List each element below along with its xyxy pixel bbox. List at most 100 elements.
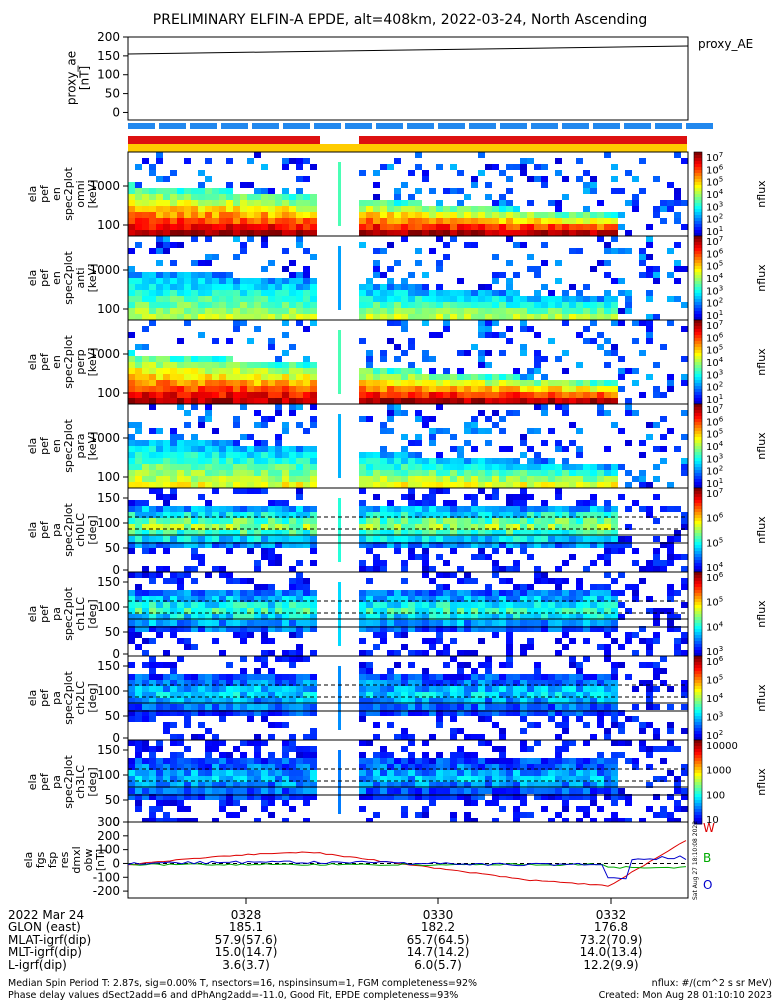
spectrogram-cell bbox=[450, 794, 457, 800]
spectrogram-cell bbox=[562, 476, 569, 482]
spectrogram-cell bbox=[422, 374, 429, 380]
spectrogram-cell bbox=[513, 602, 520, 608]
spectrogram-cell bbox=[674, 650, 681, 656]
spectrogram-cell bbox=[247, 602, 254, 608]
spectrogram-cell bbox=[303, 614, 310, 620]
proxy-ae-ylabel-1: [nT] bbox=[78, 66, 92, 90]
spectrogram-cell bbox=[499, 386, 506, 392]
spectrogram-cell bbox=[443, 512, 450, 518]
spectrogram-cell bbox=[422, 572, 429, 578]
spectrogram-cell bbox=[450, 620, 457, 626]
spectrogram-cell bbox=[261, 554, 268, 560]
spectrogram-cell bbox=[457, 614, 464, 620]
spectrogram-cell bbox=[534, 542, 541, 548]
spectrogram-cell bbox=[513, 374, 520, 380]
gap-sliver bbox=[338, 582, 341, 646]
spectrogram-cell bbox=[163, 314, 170, 320]
spectrogram-cell bbox=[506, 326, 513, 332]
spectrogram-cell bbox=[184, 314, 191, 320]
colorbar-swatch bbox=[694, 413, 702, 417]
spectrogram-cell bbox=[422, 758, 429, 764]
spectrogram-cell bbox=[219, 374, 226, 380]
spectrogram-cell bbox=[604, 362, 611, 368]
spectrogram-cell bbox=[149, 452, 156, 458]
spectrogram-cell bbox=[261, 698, 268, 704]
spectrogram-cell bbox=[548, 296, 555, 302]
spectrogram-cell bbox=[471, 542, 478, 548]
spectrogram-cell bbox=[268, 200, 275, 206]
spectrogram-cell bbox=[590, 788, 597, 794]
spin-bar-segment bbox=[438, 123, 465, 129]
spectrogram-cell bbox=[359, 482, 366, 488]
spectrogram-cell bbox=[226, 620, 233, 626]
spectrogram-cell bbox=[464, 800, 471, 806]
spectrogram-cell bbox=[667, 386, 674, 392]
spectrogram-cell bbox=[436, 680, 443, 686]
spectrogram-cell bbox=[135, 524, 142, 530]
spectrogram-cell bbox=[156, 296, 163, 302]
spectrogram-cell bbox=[583, 380, 590, 386]
spectrogram-cell bbox=[625, 248, 632, 254]
spectrogram-cell bbox=[590, 530, 597, 536]
spectrogram-cell bbox=[506, 374, 513, 380]
spectrogram-cell bbox=[415, 506, 422, 512]
spectrogram-cell bbox=[254, 590, 261, 596]
spectrogram-cell bbox=[450, 728, 457, 734]
spectrogram-cell bbox=[205, 176, 212, 182]
colorbar-swatch bbox=[694, 362, 702, 366]
spectrogram-cell bbox=[282, 362, 289, 368]
spectrogram-cell bbox=[275, 356, 282, 362]
spectrogram-cell bbox=[415, 380, 422, 386]
spectrogram-cell bbox=[597, 680, 604, 686]
spectrogram-cell bbox=[674, 152, 681, 158]
spectrogram-cell bbox=[653, 266, 660, 272]
spectrogram-cell bbox=[660, 668, 667, 674]
spectrogram-cell bbox=[275, 656, 282, 662]
spectrogram-cell bbox=[639, 662, 646, 668]
spectrogram-cell bbox=[464, 596, 471, 602]
spectrogram-cell bbox=[149, 428, 156, 434]
spectrogram-cell bbox=[156, 512, 163, 518]
spectrogram-cell bbox=[268, 788, 275, 794]
spectrogram-cell bbox=[527, 458, 534, 464]
spectrogram-cell bbox=[373, 296, 380, 302]
spectrogram-cell bbox=[163, 776, 170, 782]
spectrogram-cell bbox=[527, 464, 534, 470]
spectrogram-cell bbox=[408, 554, 415, 560]
spectrogram-cell bbox=[289, 386, 296, 392]
spectrogram-cell bbox=[590, 188, 597, 194]
spectrogram-cell bbox=[205, 368, 212, 374]
spectrogram-cell bbox=[674, 536, 681, 542]
spectrogram-cell bbox=[527, 770, 534, 776]
spectrogram-cell bbox=[527, 686, 534, 692]
spectrogram-cell bbox=[492, 698, 499, 704]
spectrogram-cell bbox=[163, 356, 170, 362]
spectrogram-cell bbox=[366, 692, 373, 698]
spectrogram-cell bbox=[604, 608, 611, 614]
spectrogram-cell bbox=[415, 674, 422, 680]
spectrogram-cell bbox=[681, 764, 688, 770]
spectrogram-cell bbox=[534, 164, 541, 170]
spectrogram-cell bbox=[429, 674, 436, 680]
spectrogram-cell bbox=[261, 518, 268, 524]
spectrogram-cell bbox=[583, 614, 590, 620]
spectrogram-cell bbox=[373, 626, 380, 632]
spectrogram-cell bbox=[499, 674, 506, 680]
spectrogram-cell bbox=[429, 608, 436, 614]
spectrogram-cell bbox=[450, 470, 457, 476]
spectrogram-cell bbox=[492, 224, 499, 230]
spectrogram-cell bbox=[198, 284, 205, 290]
spectrogram-cell bbox=[415, 782, 422, 788]
spectrogram-cell bbox=[520, 716, 527, 722]
spectrogram-cell bbox=[492, 566, 499, 572]
spectrogram-cell bbox=[555, 158, 562, 164]
spectrogram-cell bbox=[485, 380, 492, 386]
spectrogram-cell bbox=[639, 482, 646, 488]
spectrogram-cell bbox=[128, 374, 135, 380]
spectrogram-cell bbox=[282, 740, 289, 746]
spectrogram-cell bbox=[387, 398, 394, 404]
spectrogram-cell bbox=[226, 662, 233, 668]
spectrogram-cell bbox=[219, 230, 226, 236]
spectrogram-cell bbox=[163, 590, 170, 596]
spectrogram-cell bbox=[296, 590, 303, 596]
